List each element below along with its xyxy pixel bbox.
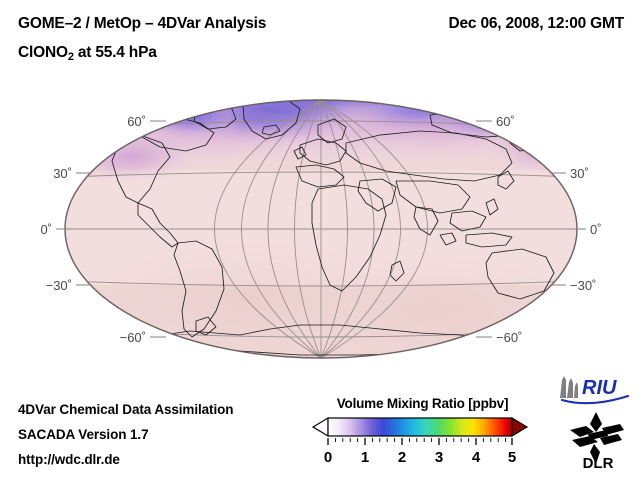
species-name: ClONO [18, 44, 68, 61]
lat-label-30n-right: 30˚ [570, 166, 589, 181]
riu-logo: RIU [560, 376, 630, 405]
species-pressure-level: at 55.4 hPa [73, 44, 157, 61]
dlr-mark-icon [570, 412, 624, 464]
colorbar: Volume Mixing Ratio [ppbv] [310, 396, 535, 474]
lat-label-0-right: 0˚ [590, 222, 602, 237]
colorbar-major-ticks [327, 438, 513, 445]
colorbar-under-arrow [311, 416, 329, 438]
colorbar-graphic: 0 1 2 3 4 5 [311, 416, 529, 466]
colorbar-tick-0: 0 [324, 449, 332, 466]
colorbar-gradient [327, 417, 513, 437]
colorbar-title: Volume Mixing Ratio [ppbv] [336, 396, 509, 411]
colorbar-tick-2: 2 [398, 449, 406, 466]
colorbar-minor-ticks [334, 438, 507, 442]
footer-url[interactable]: http://wdc.dlr.de [18, 452, 120, 467]
lat-label-30n-left: 30˚ [53, 166, 72, 181]
lat-label-60s-right: −60˚ [496, 330, 522, 345]
riu-swoosh-icon [560, 394, 630, 405]
lat-label-30s-right: −30˚ [570, 278, 596, 293]
footer-dataset-description: 4DVar Chemical Data Assimilation [18, 402, 234, 417]
page-title: GOME–2 / MetOp – 4DVar Analysis [18, 15, 267, 32]
dlr-logo-text: DLR [583, 455, 614, 472]
lat-label-30s-left: −30˚ [46, 278, 72, 293]
colorbar-tick-3: 3 [435, 449, 443, 466]
world-map: 60˚ 60˚ 30˚ 30˚ 0˚ 0˚ −30˚ −30˚ −60˚ −60… [40, 99, 602, 359]
lat-label-60n-left: 60˚ [127, 114, 146, 129]
species-subscript: 2 [67, 51, 74, 63]
riu-logo-text: RIU [582, 377, 617, 399]
dlr-logo: DLR [570, 412, 624, 472]
species-subtitle: ClONO2 at 55.4 hPa [18, 44, 157, 63]
colorbar-tick-5: 5 [508, 449, 516, 466]
coastlines [83, 100, 577, 356]
latitude-ticks [56, 120, 586, 338]
colorbar-tick-1: 1 [361, 449, 369, 466]
lat-label-60n-right: 60˚ [496, 114, 515, 129]
colorbar-tick-4: 4 [472, 449, 481, 466]
timestamp: Dec 06, 2008, 12:00 GMT [448, 15, 625, 32]
colorbar-over-arrow [511, 416, 529, 438]
lat-label-0-left: 0˚ [40, 222, 52, 237]
colorbar-tick-labels: 0 1 2 3 4 5 [324, 449, 516, 466]
footer-version: SACADA Version 1.7 [18, 427, 149, 442]
riu-skyline-icon [560, 376, 578, 398]
lat-label-60s-left: −60˚ [120, 330, 146, 345]
map-panel: 60˚ 60˚ 30˚ 30˚ 0˚ 0˚ −30˚ −30˚ −60˚ −60… [0, 85, 640, 380]
latitude-labels: 60˚ 60˚ 30˚ 30˚ 0˚ 0˚ −30˚ −30˚ −60˚ −60… [40, 114, 601, 345]
